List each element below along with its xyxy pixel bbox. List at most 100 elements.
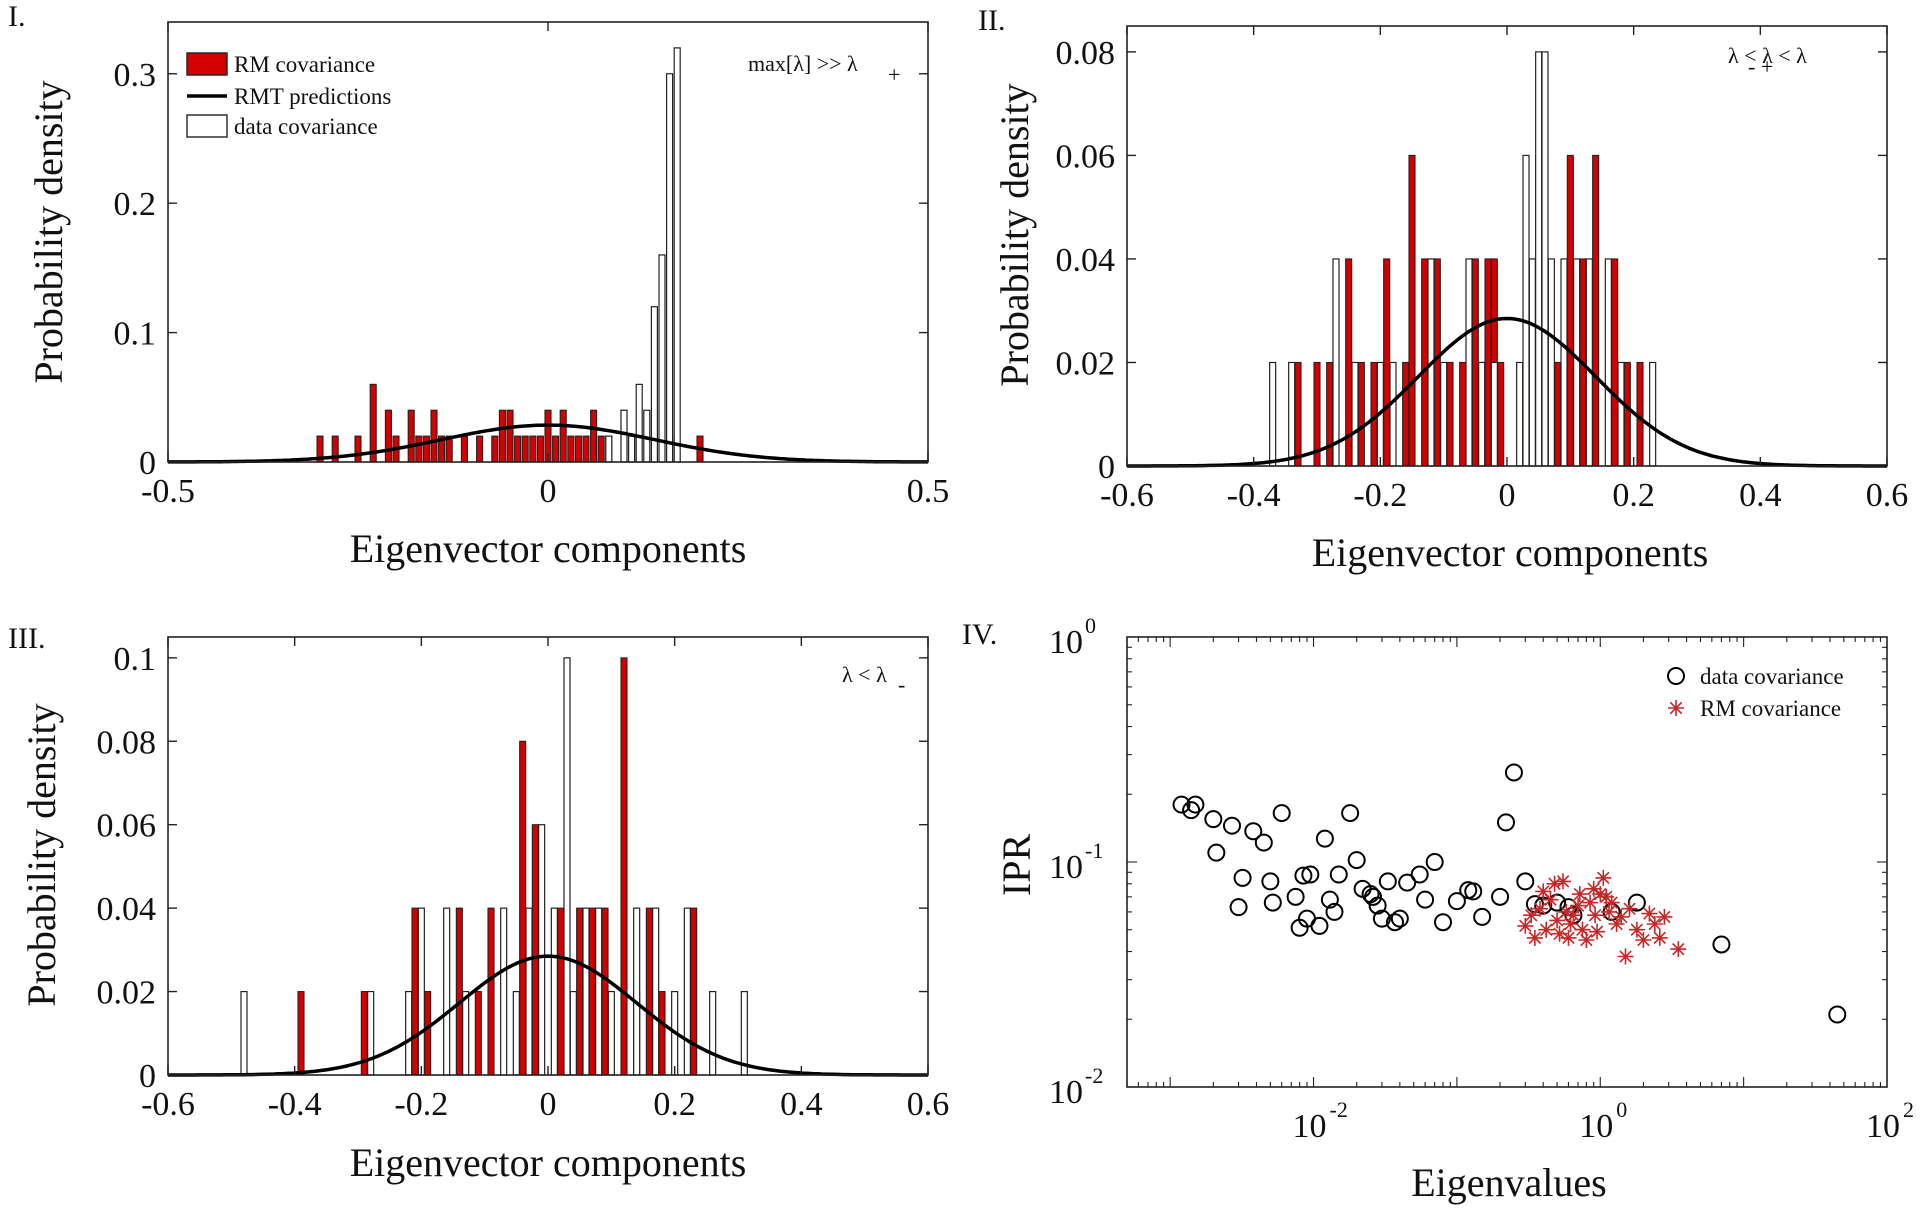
x-tick-label: -0.4	[268, 1086, 322, 1123]
rm-covariance-bar	[1326, 361, 1334, 467]
data-covariance-bar	[1649, 361, 1657, 467]
x-tick-label: 0.5	[907, 473, 950, 510]
data-covariance-bar	[709, 990, 717, 1076]
rm-covariance-bar	[474, 991, 482, 1076]
rm-covariance-bar	[529, 435, 537, 463]
y-tick-label: 0.06	[97, 808, 157, 845]
data-covariance-bar	[417, 907, 425, 1076]
data-covariance-point	[1182, 801, 1201, 820]
data-covariance-bar	[1522, 154, 1530, 467]
data-covariance-point	[1223, 816, 1242, 835]
y-tick-label: 10	[1049, 849, 1083, 886]
rm-covariance-point	[1603, 894, 1620, 911]
data-covariance-bar	[1351, 361, 1359, 467]
data-covariance-bar	[1547, 258, 1555, 467]
data-covariance-point	[1398, 873, 1417, 892]
data-covariance-point	[1301, 865, 1320, 884]
rm-covariance-point	[1571, 886, 1588, 903]
data-covariance-point	[1261, 872, 1280, 891]
y-tick-label: 0.04	[97, 891, 157, 928]
rm-covariance-point	[1601, 903, 1617, 920]
data-bars	[605, 47, 681, 463]
x-tick-label: 0.4	[780, 1086, 823, 1123]
x-tick-label: -0.4	[1227, 477, 1281, 514]
data-covariance-point	[1828, 1005, 1847, 1024]
panel-label: IV.	[962, 618, 997, 651]
rm-covariance-bar	[559, 409, 567, 463]
rm-covariance-bar	[645, 907, 653, 1076]
rm-covariance-point	[1670, 941, 1687, 958]
x-tick-label: -0.6	[141, 1086, 195, 1123]
rm-covariance-bar	[590, 409, 598, 463]
data-covariance-bar	[595, 907, 603, 1076]
x-tick-label: 0.6	[1866, 477, 1909, 514]
rmt-prediction-curve	[168, 954, 928, 1077]
x-axis-label: Eigenvalues	[1411, 1160, 1607, 1205]
rm-covariance-point	[1608, 916, 1625, 932]
data-covariance-point	[1329, 865, 1348, 884]
rm-covariance-point	[1562, 916, 1579, 932]
data-covariance-bar	[620, 409, 628, 463]
data-covariance-point	[1496, 813, 1515, 832]
rm-covariance-point	[1517, 917, 1534, 934]
rm-covariance-bar	[620, 657, 628, 1076]
y-tick-exponent: -1	[1085, 838, 1103, 863]
rm-covariance-point	[1551, 925, 1568, 942]
rmt-prediction-curve	[1127, 316, 1887, 468]
data-covariance-bar	[1573, 258, 1581, 467]
y-tick-label: 0.02	[97, 975, 157, 1012]
rm-covariance-bar	[1554, 361, 1562, 467]
axes-box	[167, 636, 929, 1076]
rm-covariance-bar	[1421, 258, 1429, 467]
legend-label-rm: RM covariance	[1700, 696, 1841, 721]
regime-annotation: λ < λ	[842, 662, 887, 687]
data-covariance-point	[1447, 892, 1466, 911]
x-tick-exponent: -2	[1330, 1097, 1348, 1122]
x-tick-label: 10	[1579, 1108, 1613, 1145]
rm-bars	[297, 657, 698, 1076]
data-covariance-point	[1186, 795, 1205, 814]
data-covariance-point	[1434, 913, 1453, 932]
rm-covariance-bar	[1357, 361, 1365, 467]
panel-iii: III. Probability density Eigenvector com…	[8, 622, 949, 1185]
data-covariance-point	[1364, 887, 1383, 906]
x-axis-label: Eigenvector components	[350, 526, 747, 571]
tick-marks	[1126, 637, 1887, 1088]
y-axis-label: Probability density	[26, 80, 71, 383]
x-tick-label: 0	[540, 1086, 557, 1123]
rm-covariance-bar	[1383, 258, 1391, 467]
data-covariance-point	[1516, 872, 1535, 891]
data-covariance-bar	[1440, 361, 1448, 467]
x-tick-label: 0.4	[1739, 477, 1782, 514]
rm-covariance-bar	[498, 409, 506, 463]
data-covariance-point	[1372, 909, 1391, 928]
rm-covariance-point	[1542, 891, 1559, 908]
rm-covariance-point	[1628, 921, 1645, 938]
panel-ii: II. Probability density Eigenvector comp…	[978, 4, 1908, 575]
rm-covariance-point	[1656, 908, 1673, 925]
rm-covariance-bar	[430, 409, 438, 463]
tick-labels: -0.6 -0.4 -0.2 0 0.2 0.4 0.6 0 0.02 0.04 0.06 0.08 0…	[97, 641, 950, 1123]
y-tick-label: 0.1	[114, 641, 157, 678]
panel-iv: IV. IPR Eigenvalues 10 -2 10 0 10 210 -210 -110…	[962, 613, 1914, 1205]
data-covariance-point	[1385, 913, 1404, 932]
rm-covariance-point	[1538, 921, 1555, 938]
rm-covariance-point	[1570, 897, 1587, 914]
data-covariance-point	[1272, 804, 1291, 823]
rm-covariance-bar	[582, 435, 590, 463]
data-covariance-bar	[1560, 258, 1568, 467]
tick-marks	[167, 637, 929, 1076]
rm-covariance-bar	[506, 409, 514, 463]
y-tick-label: 0	[139, 1058, 156, 1095]
y-tick-exponent: -2	[1085, 1063, 1103, 1088]
axes-box	[1126, 25, 1888, 467]
rm-covariance-point	[1565, 907, 1582, 924]
rm-covariance-point	[1555, 873, 1571, 890]
rm-covariance-bar	[1402, 361, 1410, 467]
rm-covariance-bar	[690, 907, 698, 1076]
rm-covariance-bar	[536, 435, 544, 463]
data-covariance-bar	[652, 907, 660, 1076]
rm-covariance-point	[1526, 929, 1543, 946]
data-covariance-bar	[1490, 361, 1498, 467]
